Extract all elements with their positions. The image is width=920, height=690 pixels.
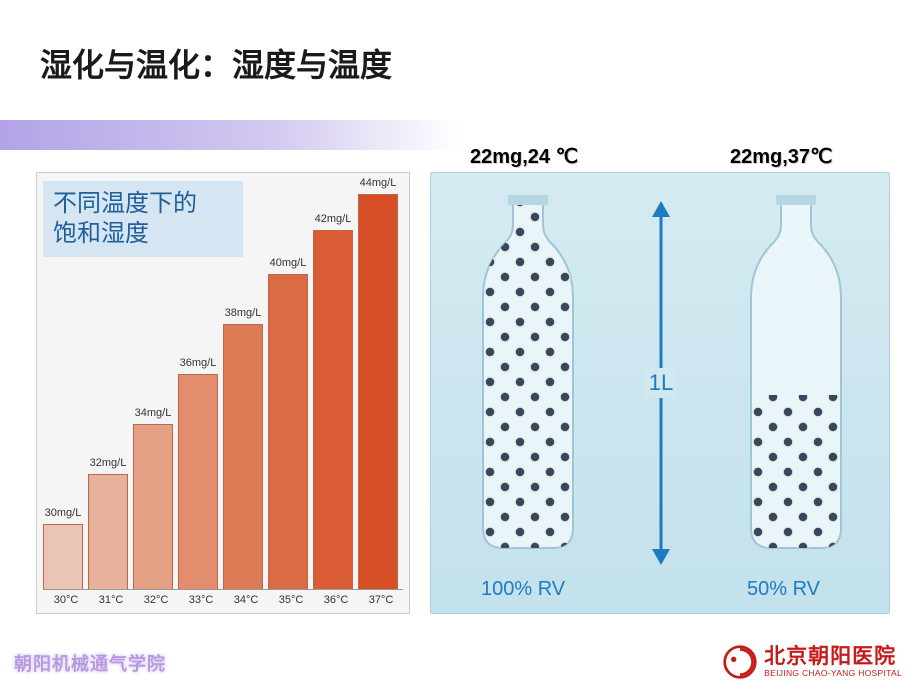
chart-title-line2: 饱和湿度 (53, 219, 233, 249)
x-tick: 32°C (133, 590, 178, 613)
rv-left-label: 100% RV (481, 578, 565, 601)
bar-value-label: 32mg/L (90, 457, 127, 469)
bottles-panel: 1L 100% RV 50% RV (430, 172, 890, 614)
bottle-left-label: 22mg,24 ℃ (470, 144, 578, 169)
bar: 38mg/L (223, 324, 263, 589)
bar-value-label: 36mg/L (180, 357, 217, 369)
x-tick: 31°C (88, 590, 133, 613)
bar-value-label: 30mg/L (45, 507, 82, 519)
bottle-half (721, 195, 871, 565)
chart-title-box: 不同温度下的 饱和湿度 (43, 181, 243, 257)
bar: 36mg/L (178, 374, 218, 589)
bottle-right-label: 22mg,37℃ (730, 144, 833, 169)
hospital-branding: 北京朝阳医院 BEIJING CHAO-YANG HOSPITAL (722, 644, 902, 680)
bar-value-label: 42mg/L (315, 213, 352, 225)
saturation-chart: 不同温度下的 饱和湿度 30mg/L32mg/L34mg/L36mg/L38mg… (36, 172, 410, 614)
bar: 40mg/L (268, 274, 308, 589)
x-tick: 33°C (178, 590, 223, 613)
hospital-name-cn: 北京朝阳医院 (764, 646, 902, 667)
bar: 44mg/L (358, 194, 398, 589)
x-tick: 34°C (223, 590, 268, 613)
x-tick: 37°C (358, 590, 403, 613)
x-tick: 35°C (268, 590, 313, 613)
volume-indicator: 1L (631, 203, 691, 563)
hospital-logo-icon (722, 644, 758, 680)
slide-title: 湿化与温化：湿度与温度 (40, 40, 392, 86)
x-tick: 30°C (43, 590, 88, 613)
bar: 30mg/L (43, 524, 83, 589)
footer-left-text: 朝阳机械通气学院 (14, 650, 166, 676)
hospital-name-en: BEIJING CHAO-YANG HOSPITAL (764, 669, 902, 678)
chart-x-axis: 30°C31°C32°C33°C34°C35°C36°C37°C (43, 589, 403, 613)
rv-right-label: 50% RV (747, 578, 820, 601)
bar-value-label: 44mg/L (360, 177, 397, 189)
volume-text: 1L (645, 368, 677, 398)
chart-title-line1: 不同温度下的 (53, 189, 233, 219)
bar: 32mg/L (88, 474, 128, 589)
accent-band (0, 120, 460, 150)
bar-value-label: 34mg/L (135, 407, 172, 419)
bar: 42mg/L (313, 230, 353, 589)
bar: 34mg/L (133, 424, 173, 589)
bar-value-label: 38mg/L (225, 307, 262, 319)
footer: 朝阳机械通气学院 北京朝阳医院 BEIJING CHAO-YANG HOSPIT… (0, 637, 920, 682)
bottle-full (453, 195, 603, 565)
bar-value-label: 40mg/L (270, 257, 307, 269)
x-tick: 36°C (313, 590, 358, 613)
